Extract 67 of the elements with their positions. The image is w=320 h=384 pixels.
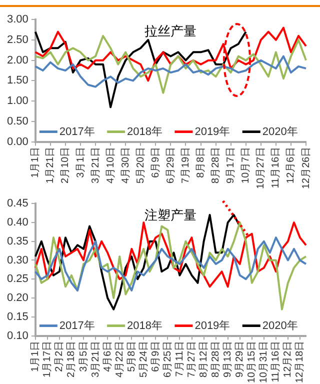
y-tick-label: 0.50	[6, 115, 28, 128]
x-tick-label: 12月6日	[286, 146, 297, 184]
x-tick-label: 3月1日	[75, 146, 86, 178]
legend-label: 2019年	[194, 126, 230, 138]
x-tick-label: 12月18日	[294, 340, 306, 384]
y-tick-label: 2.50	[6, 34, 28, 46]
legend-label: 2017年	[59, 126, 95, 138]
x-tick-label: 3月21日	[90, 340, 102, 378]
legend-label: 2017年	[59, 320, 95, 332]
x-tick-label: 2月18日	[66, 340, 78, 378]
x-tick-label: 6月9日	[150, 146, 162, 178]
y-tick-label: 0.25	[6, 273, 28, 286]
x-tick-label: 1月21日	[45, 146, 56, 184]
x-tick-label: 7月11日	[174, 340, 186, 377]
x-tick-label: 2月2日	[54, 340, 66, 372]
x-tick-label: 1月1日	[30, 146, 42, 178]
x-tick-label: 4月30日	[120, 146, 132, 184]
chart-title: 拉丝产量	[144, 24, 197, 39]
x-tick-label: 8月8日	[196, 146, 207, 178]
x-tick-label: 9月17日	[226, 146, 237, 184]
y-tick-label: 0.15	[6, 310, 28, 323]
y-tick-label: 1.00	[6, 95, 28, 108]
x-tick-label: 5月8日	[126, 340, 138, 372]
x-tick-label: 11月16日	[270, 146, 282, 188]
x-tick-label: 7月27日	[186, 340, 198, 378]
y-tick-label: 0.10	[6, 330, 28, 342]
chart-title: 注塑产量	[144, 208, 197, 223]
legend-label: 2018年	[127, 320, 163, 332]
y-tick-label: 0.00	[6, 136, 28, 148]
x-tick-label: 11月16日	[270, 340, 282, 382]
x-tick-label: 10月15日	[246, 340, 258, 384]
x-tick-label: 8月28日	[210, 340, 222, 378]
y-tick-label: 0.20	[6, 292, 28, 304]
x-tick-label: 12月26日	[300, 146, 312, 190]
x-tick-label: 1月1日	[30, 340, 42, 372]
y-tick-label: 0.45	[6, 198, 28, 210]
y-tick-label: 0.35	[6, 235, 28, 248]
y-tick-label: 3.00	[6, 14, 28, 26]
x-tick-label: 6月25日	[162, 340, 174, 378]
x-tick-label: 3月5日	[78, 340, 90, 372]
x-tick-label: 8月12日	[198, 340, 210, 378]
x-tick-label: 6月29日	[165, 146, 176, 184]
legend-label: 2018年	[127, 126, 163, 138]
x-tick-label: 3月21日	[90, 146, 102, 184]
x-tick-label: 5月20日	[135, 146, 146, 184]
x-tick-label: 12月2日	[282, 340, 294, 378]
x-tick-label: 5月24日	[138, 340, 150, 378]
x-tick-label: 8月28日	[210, 146, 222, 184]
x-tick-label: 10月7日	[240, 146, 252, 184]
y-tick-label: 1.50	[6, 74, 28, 87]
x-tick-label: 10月27日	[256, 146, 267, 190]
x-tick-label: 9月13日	[222, 340, 234, 378]
y-tick-label: 0.30	[6, 254, 28, 266]
x-tick-label: 2月10日	[60, 146, 72, 184]
y-tick-label: 2.00	[6, 54, 28, 66]
legend-label: 2020年	[262, 320, 298, 332]
x-tick-label: 9月29日	[234, 340, 246, 378]
x-tick-label: 4月10日	[105, 146, 116, 184]
x-tick-label: 4月6日	[102, 340, 114, 372]
x-tick-label: 6月9日	[150, 340, 162, 372]
legend-label: 2020年	[262, 126, 298, 138]
y-tick-label: 0.40	[6, 216, 28, 229]
x-tick-label: 7月19日	[180, 146, 192, 184]
x-tick-label: 1月17日	[42, 340, 54, 378]
legend-label: 2019年	[194, 320, 230, 332]
x-tick-label: 4月22日	[114, 340, 126, 378]
x-tick-label: 10月31日	[258, 340, 270, 384]
